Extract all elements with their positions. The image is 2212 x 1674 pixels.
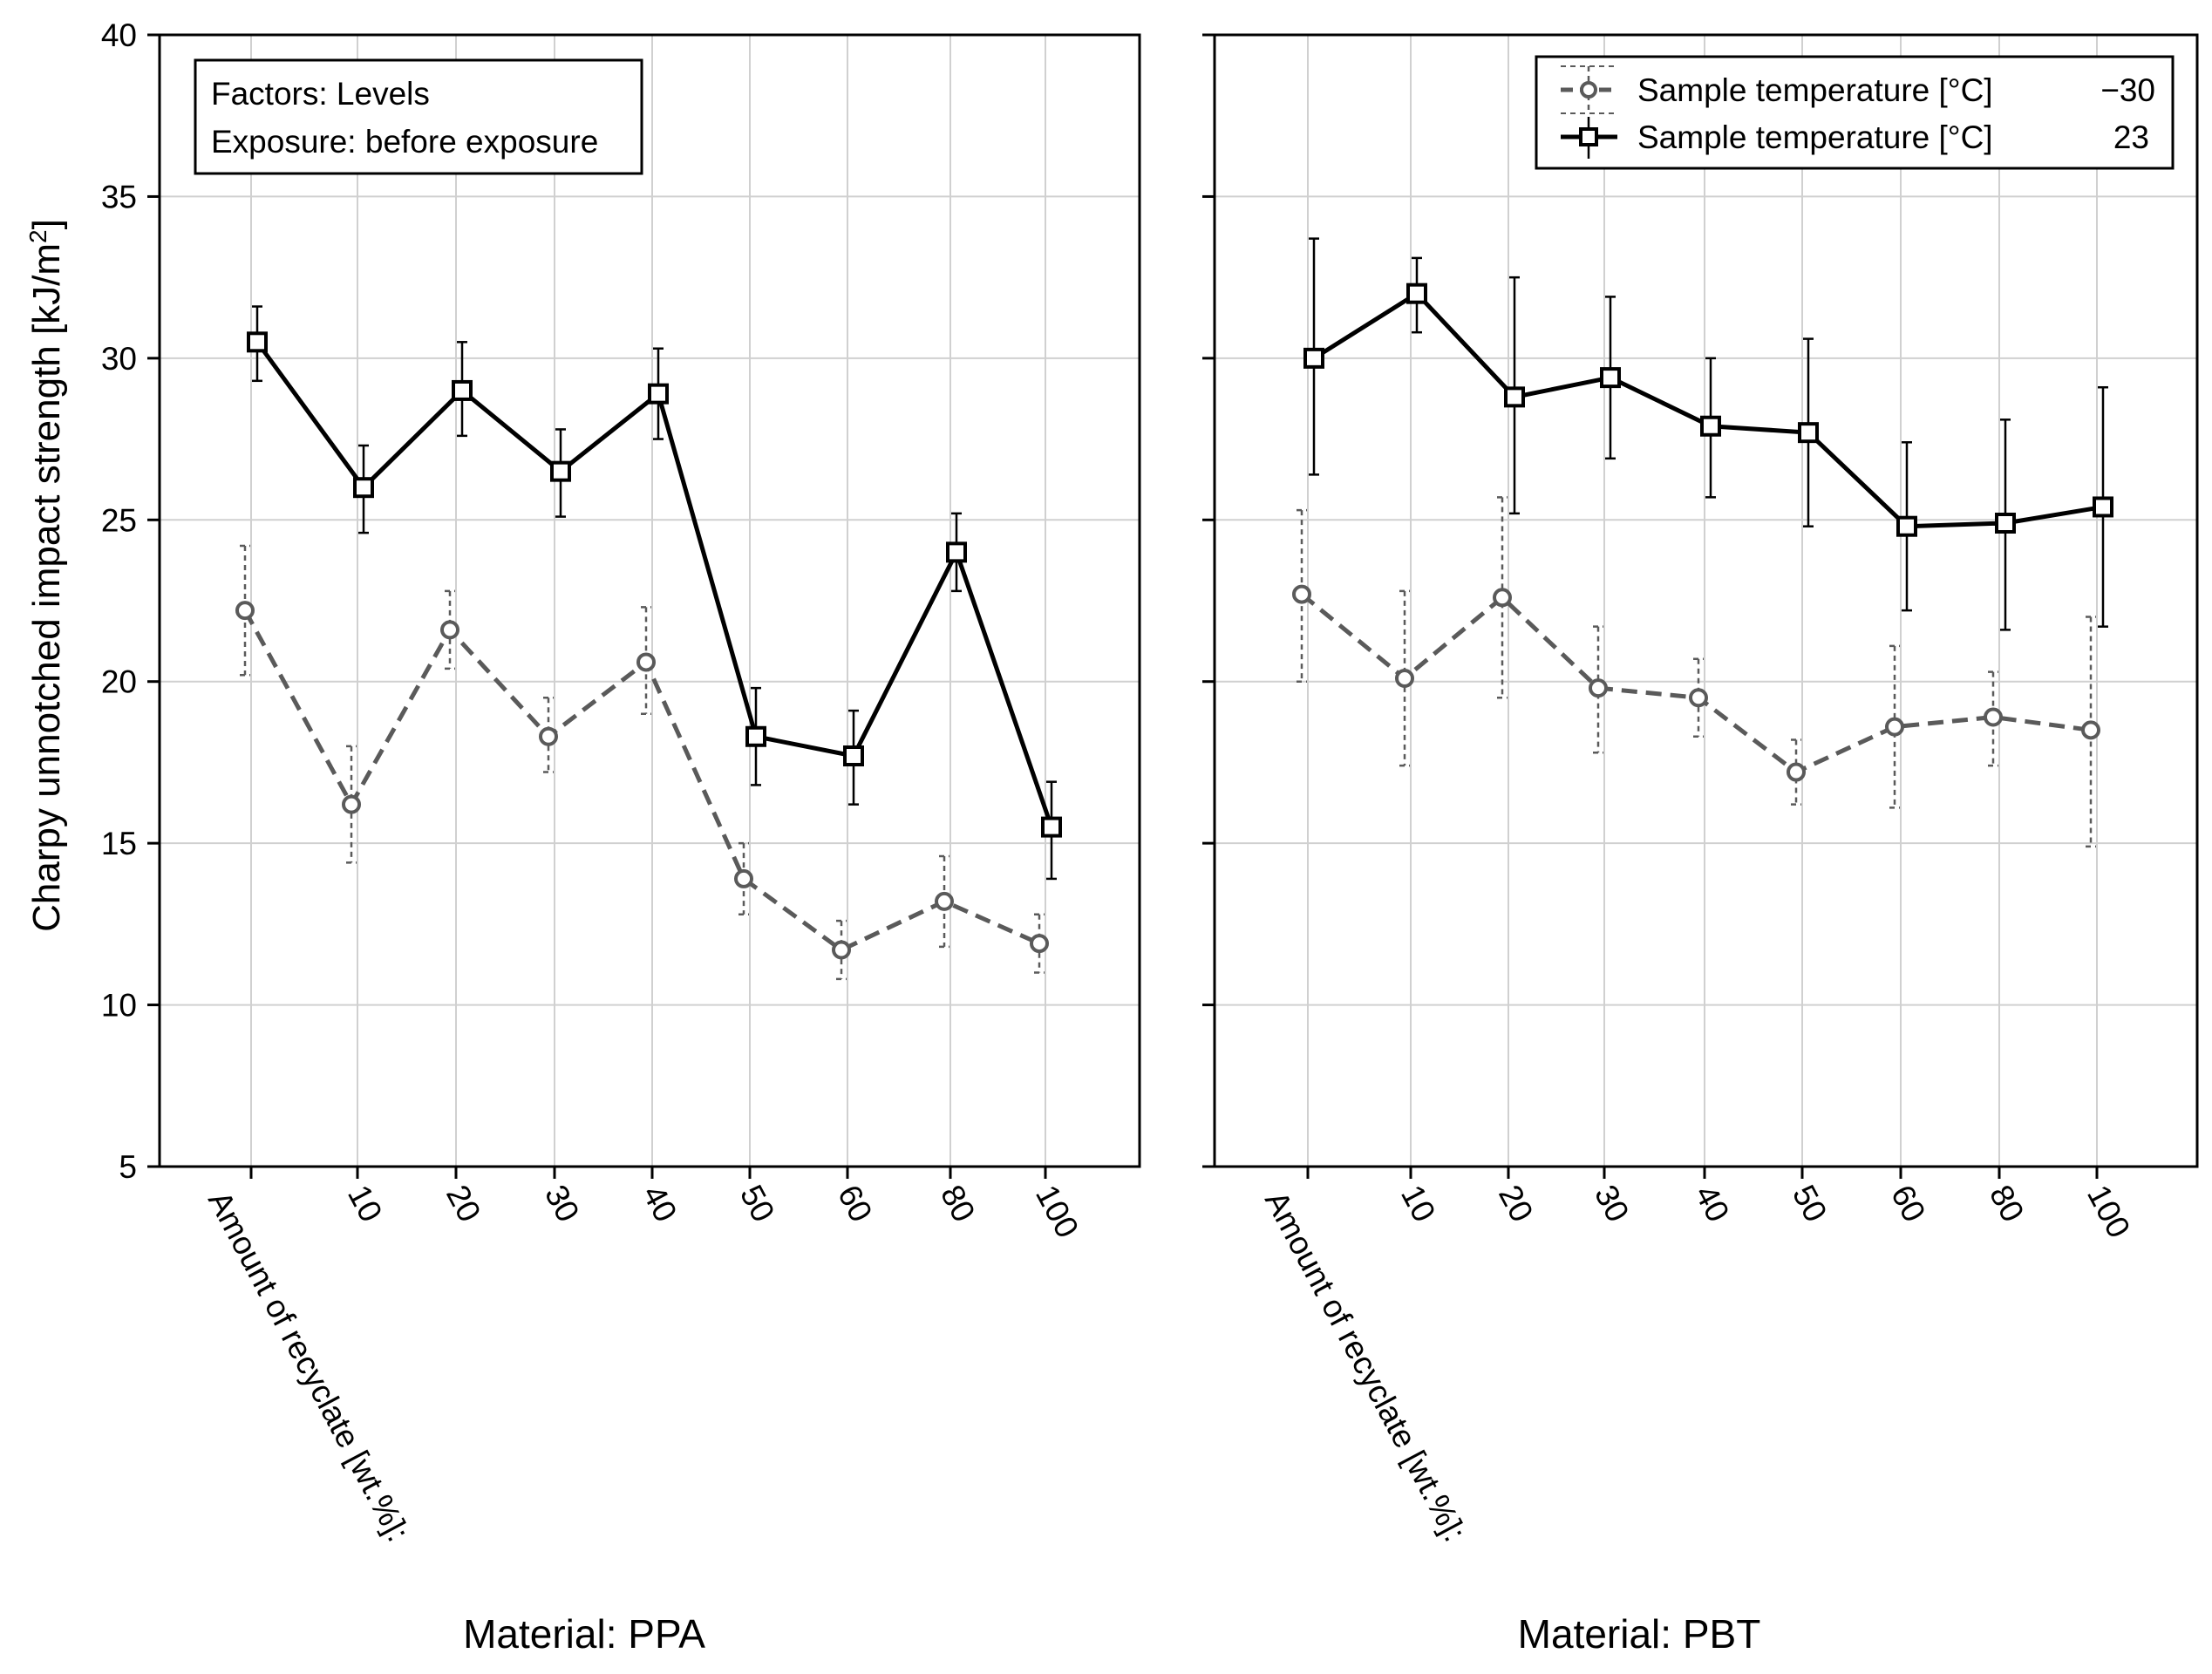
y-axis-label-main: Charpy unnotched impact strength [kJ/m bbox=[25, 243, 68, 932]
factors-box: Factors: Levels Exposure: before exposur… bbox=[194, 58, 643, 175]
x-tick-label-20: 20 bbox=[1492, 1180, 1541, 1228]
point-square-3 bbox=[550, 460, 571, 482]
point-square-1 bbox=[1406, 282, 1427, 304]
series-line-23 bbox=[255, 340, 1054, 828]
point-square-5 bbox=[745, 725, 766, 747]
x-tick-label-20: 20 bbox=[439, 1180, 488, 1228]
legend-entry-1-level: −30 bbox=[2100, 72, 2155, 108]
y-tick-label-5: 5 bbox=[119, 1149, 137, 1185]
x-tick-label-30: 30 bbox=[1588, 1180, 1637, 1228]
legend-entry-1-marker bbox=[1580, 81, 1597, 99]
point-square-7 bbox=[1995, 512, 2016, 534]
point-square-8 bbox=[1041, 816, 1062, 838]
point-circle-8 bbox=[1030, 934, 1049, 954]
factors-box-frame bbox=[194, 58, 643, 175]
y-axis-label-end: ] bbox=[25, 219, 68, 229]
y-tick-label-20: 20 bbox=[101, 664, 137, 700]
point-square-8 bbox=[2093, 496, 2113, 518]
x-tick-label-10: 10 bbox=[341, 1180, 390, 1228]
y-tick-label-10: 10 bbox=[101, 988, 137, 1024]
point-square-1 bbox=[353, 477, 374, 499]
y-axis-label-superscript: 2 bbox=[24, 229, 51, 243]
legend-entry-2-label: Sample temperature [°C] bbox=[1637, 119, 1993, 155]
point-square-7 bbox=[946, 541, 967, 563]
point-circle-2 bbox=[1493, 588, 1512, 608]
x-tick-label-80: 80 bbox=[1983, 1180, 2032, 1228]
point-circle-5 bbox=[1787, 762, 1806, 782]
x-tick-label-40: 40 bbox=[1688, 1180, 1737, 1228]
legend-entry-2-marker bbox=[1579, 127, 1598, 146]
legend-frame bbox=[1535, 55, 2175, 170]
x-tick-label-50: 50 bbox=[1786, 1180, 1834, 1228]
series-line-−30 bbox=[1300, 592, 2092, 775]
panel-title-ppa: Material: PPA bbox=[463, 1611, 705, 1657]
y-tick-labels: 5 10 15 20 25 30 35 40 bbox=[101, 17, 137, 1185]
point-circle-8 bbox=[2081, 720, 2100, 740]
y-tick-label-25: 25 bbox=[101, 502, 137, 538]
series-line-23 bbox=[1312, 290, 2104, 529]
point-circle-1 bbox=[342, 794, 361, 814]
point-circle-2 bbox=[440, 620, 459, 640]
x-tick-label-30: 30 bbox=[538, 1180, 587, 1228]
panel-ppa: Amount of recyclate [wt.%]:10 20 30 40 50 60 8… bbox=[147, 33, 1141, 1548]
point-square-6 bbox=[1896, 515, 1917, 537]
point-square-4 bbox=[648, 383, 669, 405]
x-axis-label: Amount of recyclate [wt.%]: bbox=[1258, 1186, 1474, 1548]
panel-pbt: Amount of recyclate [wt.%]:10 20 30 40 50 60 8… bbox=[1202, 33, 2199, 1548]
x-tick-label-60: 60 bbox=[1884, 1180, 1933, 1228]
point-square-2 bbox=[452, 379, 473, 401]
y-tick-label-35: 35 bbox=[101, 179, 137, 214]
point-circle-3 bbox=[1589, 678, 1608, 698]
point-square-4 bbox=[1700, 415, 1721, 437]
panel-title-pbt: Material: PBT bbox=[1518, 1611, 1761, 1657]
point-circle-1 bbox=[1395, 669, 1414, 689]
point-circle-6 bbox=[832, 940, 851, 960]
y-tick-label-40: 40 bbox=[101, 17, 137, 53]
point-square-6 bbox=[843, 745, 864, 767]
x-tick-label-10: 10 bbox=[1394, 1180, 1443, 1228]
plot-frame bbox=[158, 33, 1141, 1168]
point-circle-4 bbox=[1689, 688, 1708, 708]
point-square-2 bbox=[1504, 386, 1525, 408]
point-circle-4 bbox=[636, 652, 656, 672]
point-circle-6 bbox=[1885, 717, 1904, 737]
x-axis-label: Amount of recyclate [wt.%]: bbox=[201, 1186, 417, 1548]
point-square-0 bbox=[247, 331, 268, 353]
x-tick-label-50: 50 bbox=[733, 1180, 782, 1228]
point-circle-5 bbox=[734, 868, 753, 888]
point-circle-7 bbox=[1984, 707, 2003, 727]
point-square-0 bbox=[1303, 347, 1324, 369]
factors-box-line2: Exposure: before exposure bbox=[211, 124, 598, 160]
legend: Sample temperature [°C] −30 Sample tempe… bbox=[1535, 55, 2175, 170]
point-circle-3 bbox=[539, 726, 558, 746]
point-circle-0 bbox=[1292, 584, 1311, 604]
y-tick-label-15: 15 bbox=[101, 826, 137, 861]
y-axis-label: Charpy unnotched impact strength [kJ/m2] bbox=[24, 219, 69, 932]
legend-entry-1-label: Sample temperature [°C] bbox=[1637, 72, 1993, 108]
x-tick-label-100: 100 bbox=[2080, 1180, 2137, 1244]
point-circle-7 bbox=[935, 891, 954, 911]
point-square-5 bbox=[1798, 422, 1819, 444]
x-tick-label-40: 40 bbox=[636, 1180, 684, 1228]
x-tick-label-100: 100 bbox=[1029, 1180, 1086, 1244]
plot-frame bbox=[1213, 33, 2199, 1168]
y-tick-label-30: 30 bbox=[101, 341, 137, 377]
point-square-3 bbox=[1600, 367, 1621, 389]
factors-box-line1: Factors: Levels bbox=[211, 76, 430, 112]
x-tick-label-80: 80 bbox=[934, 1180, 983, 1228]
x-tick-label-60: 60 bbox=[831, 1180, 880, 1228]
point-circle-0 bbox=[235, 601, 255, 621]
legend-entry-2-level: 23 bbox=[2113, 119, 2149, 155]
